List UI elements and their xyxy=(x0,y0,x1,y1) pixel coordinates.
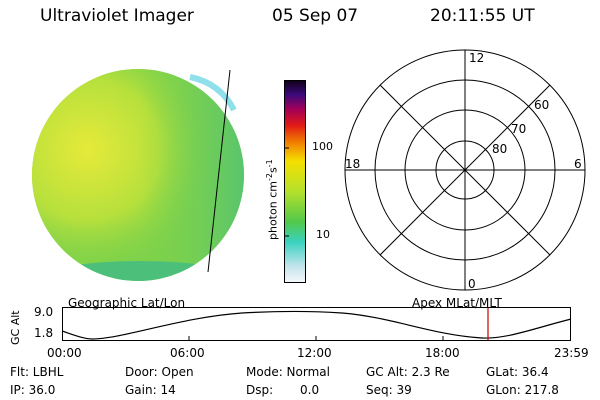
status-mode: Mode: Normal xyxy=(246,365,330,379)
mlt-label-18: 18 xyxy=(345,157,360,171)
mlt-label-12: 12 xyxy=(469,51,484,65)
y-tick-1-8: 1.8 xyxy=(34,326,54,340)
status-seq: Seq: 39 xyxy=(366,383,412,397)
status-filter: Flt: LBHL xyxy=(10,365,64,379)
time-tick-1200: 12:00 xyxy=(297,346,332,360)
status-door: Door: Open xyxy=(125,365,194,379)
colorbar-tick-100: 100 xyxy=(312,140,333,153)
lat-label-80: 80 xyxy=(492,142,507,156)
mlt-label-6: 6 xyxy=(574,157,582,171)
lat-label-60: 60 xyxy=(534,98,549,112)
status-glon: GLon: 217.8 xyxy=(486,383,559,397)
lat-label-70: 70 xyxy=(511,122,526,136)
trajectory-right-title: Apex MLat/MLT xyxy=(412,296,502,310)
status-dsp-value: 0.0 xyxy=(300,383,320,397)
instrument-title: Ultraviolet Imager xyxy=(40,6,194,26)
polar-mlat-mlt-grid: 12 18 6 0 60 70 80 xyxy=(344,49,586,291)
colorbar-unit-label: photon cm-2s-1 xyxy=(265,159,280,240)
trajectory-left-title: Geographic Lat/Lon xyxy=(68,296,186,310)
status-gc-alt: GC Alt: 2.3 Re xyxy=(366,365,450,379)
trajectory-plot xyxy=(62,307,572,341)
trajectory-axis-label: GC Alt xyxy=(9,310,22,345)
time-tick-1800: 18:00 xyxy=(425,346,460,360)
scan-line xyxy=(207,69,231,273)
uv-disk-image xyxy=(32,69,244,281)
status-glat: GLat: 36.4 xyxy=(486,365,549,379)
status-dsp-label: Dsp: xyxy=(246,383,274,397)
time-label: 20:11:55 UT xyxy=(430,6,535,26)
time-tick-2359: 23:59 xyxy=(554,346,589,360)
mlt-label-0: 0 xyxy=(468,277,476,291)
status-ip: IP: 36.0 xyxy=(10,383,56,397)
y-tick-9: 9.0 xyxy=(34,305,54,319)
status-gain: Gain: 14 xyxy=(125,383,176,397)
date-label: 05 Sep 07 xyxy=(272,6,359,26)
time-tick-0000: 00:00 xyxy=(47,346,82,360)
colorbar-tick-10: 10 xyxy=(316,228,330,241)
time-tick-0600: 06:00 xyxy=(170,346,205,360)
colorbar xyxy=(284,80,306,283)
